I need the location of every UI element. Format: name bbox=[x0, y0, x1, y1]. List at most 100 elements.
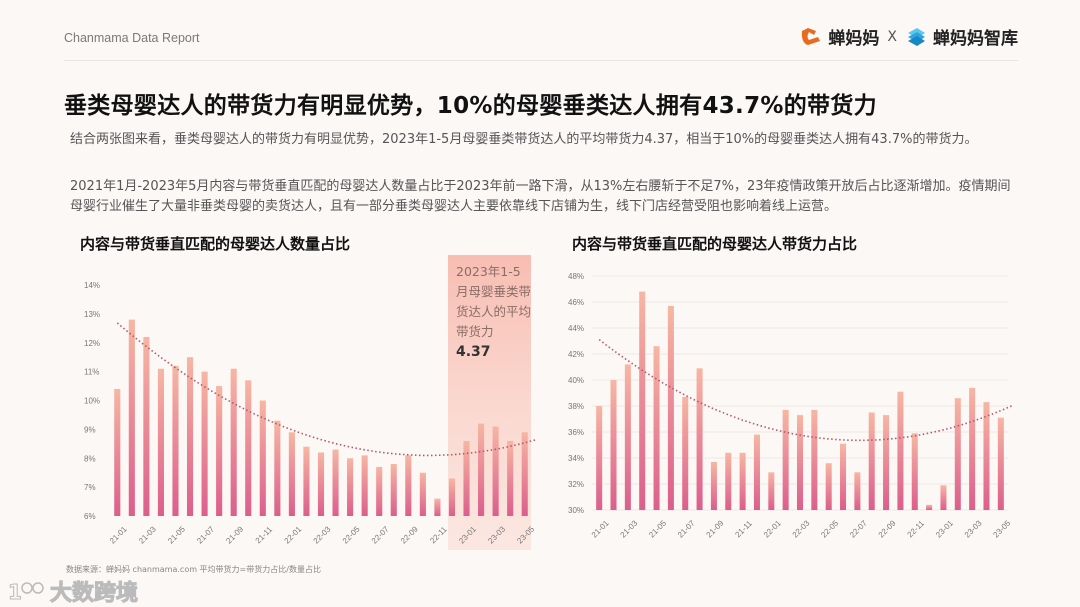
svg-text:23-05: 23-05 bbox=[991, 518, 1012, 539]
bar bbox=[128, 319, 135, 516]
svg-text:9%: 9% bbox=[84, 425, 96, 434]
logo-separator: X bbox=[887, 28, 897, 45]
page-headline: 垂类母婴达人的带货力有明显优势，10%的母婴垂类达人拥有43.7%的带货力 bbox=[64, 93, 877, 119]
bar bbox=[840, 443, 847, 510]
bar bbox=[143, 336, 150, 516]
bar bbox=[419, 472, 426, 516]
svg-text:14%: 14% bbox=[84, 281, 100, 290]
bar bbox=[926, 504, 933, 510]
svg-text:21-01: 21-01 bbox=[590, 518, 611, 539]
bar bbox=[405, 455, 412, 516]
bar bbox=[811, 409, 818, 510]
svg-text:22-07: 22-07 bbox=[848, 518, 869, 539]
brand-logos: 蝉妈妈 X 蝉妈妈智库 bbox=[800, 24, 1018, 49]
svg-text:21-09: 21-09 bbox=[705, 518, 726, 539]
bar bbox=[216, 386, 223, 516]
svg-text:32%: 32% bbox=[568, 480, 584, 489]
bar bbox=[696, 368, 703, 510]
bar bbox=[969, 387, 976, 510]
bar bbox=[230, 368, 237, 516]
bar bbox=[448, 478, 456, 516]
svg-text:6%: 6% bbox=[84, 512, 96, 521]
bar bbox=[940, 485, 947, 510]
bar bbox=[854, 472, 861, 510]
bar bbox=[507, 440, 514, 516]
svg-text:23-03: 23-03 bbox=[963, 518, 984, 539]
bar bbox=[997, 417, 1004, 510]
svg-text:12%: 12% bbox=[84, 339, 100, 348]
bar bbox=[172, 365, 179, 516]
svg-text:46%: 46% bbox=[568, 298, 584, 307]
svg-text:22-09: 22-09 bbox=[877, 518, 898, 539]
bar bbox=[361, 455, 368, 516]
svg-text:23-01: 23-01 bbox=[934, 518, 955, 539]
watermark-text: 大数跨境 bbox=[49, 581, 139, 607]
bar bbox=[347, 458, 354, 516]
bar bbox=[610, 380, 617, 510]
bar bbox=[782, 409, 789, 510]
bar bbox=[303, 446, 310, 516]
bar bbox=[288, 432, 295, 516]
bar bbox=[883, 415, 890, 510]
svg-text:40%: 40% bbox=[568, 376, 584, 385]
chanmama-zhiku-logo-icon bbox=[908, 27, 925, 46]
bar bbox=[682, 396, 689, 510]
highlight-region-2023 bbox=[448, 255, 531, 550]
bar bbox=[492, 426, 499, 516]
report-tag: Chanmama Data Report bbox=[64, 31, 200, 45]
bar bbox=[463, 440, 470, 516]
bar bbox=[911, 433, 918, 510]
highlight-caption: 2023年1-5月母婴垂类带货达人的平均带货力 bbox=[456, 264, 532, 339]
svg-text:21-03: 21-03 bbox=[619, 518, 640, 539]
logo-zhiku-text: 蝉妈妈智库 bbox=[933, 29, 1018, 49]
bar bbox=[434, 498, 441, 516]
bar bbox=[796, 415, 804, 510]
watermark-logo-icon: 1 bbox=[8, 580, 44, 603]
bar bbox=[954, 398, 961, 510]
bar bbox=[653, 346, 660, 510]
bar bbox=[725, 452, 732, 510]
right-chart-title: 内容与带货垂直匹配的母婴达人带货力占比 bbox=[572, 235, 858, 253]
svg-text:36%: 36% bbox=[568, 428, 584, 437]
bar bbox=[317, 452, 325, 516]
bar bbox=[201, 371, 208, 516]
bar bbox=[983, 402, 990, 510]
bar bbox=[478, 423, 485, 516]
svg-text:21-05: 21-05 bbox=[647, 518, 668, 539]
svg-text:8%: 8% bbox=[84, 454, 96, 463]
svg-text:11%: 11% bbox=[84, 368, 99, 377]
summary-paragraph-2: 2021年1月-2023年5月内容与带货垂直匹配的母婴达人数量占比于2023年前… bbox=[70, 179, 1011, 214]
svg-text:13%: 13% bbox=[84, 310, 100, 319]
svg-text:48%: 48% bbox=[568, 272, 584, 281]
bar bbox=[376, 466, 383, 516]
svg-text:22-05: 22-05 bbox=[819, 518, 840, 539]
bar bbox=[639, 291, 646, 510]
svg-text:22-11: 22-11 bbox=[906, 518, 927, 539]
svg-text:10%: 10% bbox=[84, 397, 100, 406]
bar bbox=[624, 364, 631, 510]
svg-text:44%: 44% bbox=[568, 324, 584, 333]
svg-text:21-07: 21-07 bbox=[676, 518, 697, 539]
bar bbox=[245, 380, 252, 516]
bar bbox=[667, 305, 674, 510]
bar bbox=[710, 461, 717, 510]
bar bbox=[114, 388, 121, 516]
bar bbox=[274, 420, 281, 516]
watermark: 1 大数跨境 bbox=[8, 575, 139, 607]
svg-text:38%: 38% bbox=[568, 402, 584, 411]
bar bbox=[753, 434, 760, 510]
bar bbox=[259, 400, 266, 516]
bar bbox=[157, 368, 164, 516]
bar bbox=[596, 406, 603, 510]
bar bbox=[739, 452, 746, 510]
svg-text:42%: 42% bbox=[568, 350, 584, 359]
svg-text:22-01: 22-01 bbox=[762, 518, 783, 539]
bar bbox=[768, 472, 775, 510]
bar bbox=[186, 357, 194, 516]
bar bbox=[897, 391, 904, 510]
svg-text:7%: 7% bbox=[84, 483, 96, 492]
bar bbox=[825, 463, 832, 510]
bar bbox=[332, 449, 339, 516]
left-chart-title: 内容与带货垂直匹配的母婴达人数量占比 bbox=[80, 235, 351, 253]
trendline bbox=[598, 338, 1012, 442]
